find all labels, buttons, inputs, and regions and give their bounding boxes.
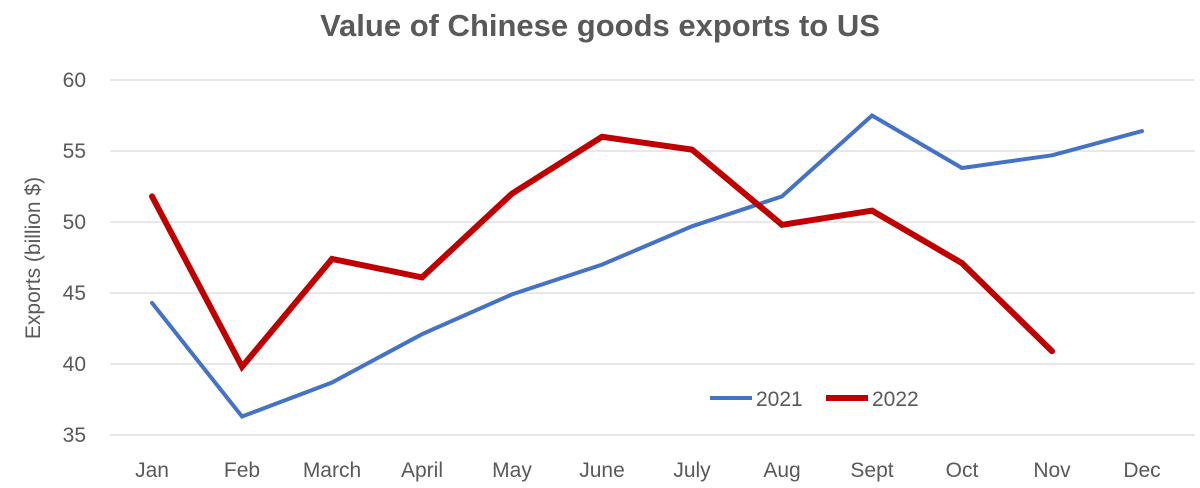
x-tick-label-july: July bbox=[673, 459, 711, 482]
x-tick-label-june: June bbox=[579, 459, 625, 482]
legend-label-2022: 2022 bbox=[872, 388, 919, 411]
chart-title: Value of Chinese goods exports to US bbox=[320, 8, 880, 43]
x-tick-label-aug: Aug bbox=[763, 459, 800, 482]
x-tick-label-dec: Dec bbox=[1123, 459, 1160, 482]
legend-label-2021: 2021 bbox=[756, 388, 803, 411]
y-tick-label-40: 40 bbox=[63, 353, 86, 376]
x-tick-label-april: April bbox=[401, 459, 443, 482]
y-tick-label-45: 45 bbox=[63, 282, 86, 305]
series-line-2022 bbox=[149, 133, 1055, 373]
x-tick-label-march: March bbox=[303, 459, 361, 482]
y-tick-label-35: 35 bbox=[63, 424, 86, 447]
y-tick-label-55: 55 bbox=[63, 140, 86, 163]
x-tick-label-sept: Sept bbox=[850, 459, 893, 482]
x-tick-label-oct: Oct bbox=[946, 459, 979, 482]
series-line-2021 bbox=[150, 113, 1144, 419]
x-tick-label-may: May bbox=[492, 459, 532, 482]
series-lines bbox=[149, 113, 1144, 419]
x-tick-label-feb: Feb bbox=[224, 459, 260, 482]
x-tick-label-nov: Nov bbox=[1033, 459, 1071, 482]
y-tick-label-60: 60 bbox=[63, 69, 86, 92]
x-axis-tick-labels: Jan Feb March April May June July Aug Sept Oct Nov… bbox=[135, 459, 1161, 482]
x-tick-label-jan: Jan bbox=[135, 459, 169, 482]
y-axis-tick-labels: 35 40 45 50 55 60 bbox=[63, 69, 86, 447]
gridlines bbox=[110, 79, 1195, 436]
y-tick-label-50: 50 bbox=[63, 211, 86, 234]
legend: 2021 2022 bbox=[710, 388, 919, 411]
